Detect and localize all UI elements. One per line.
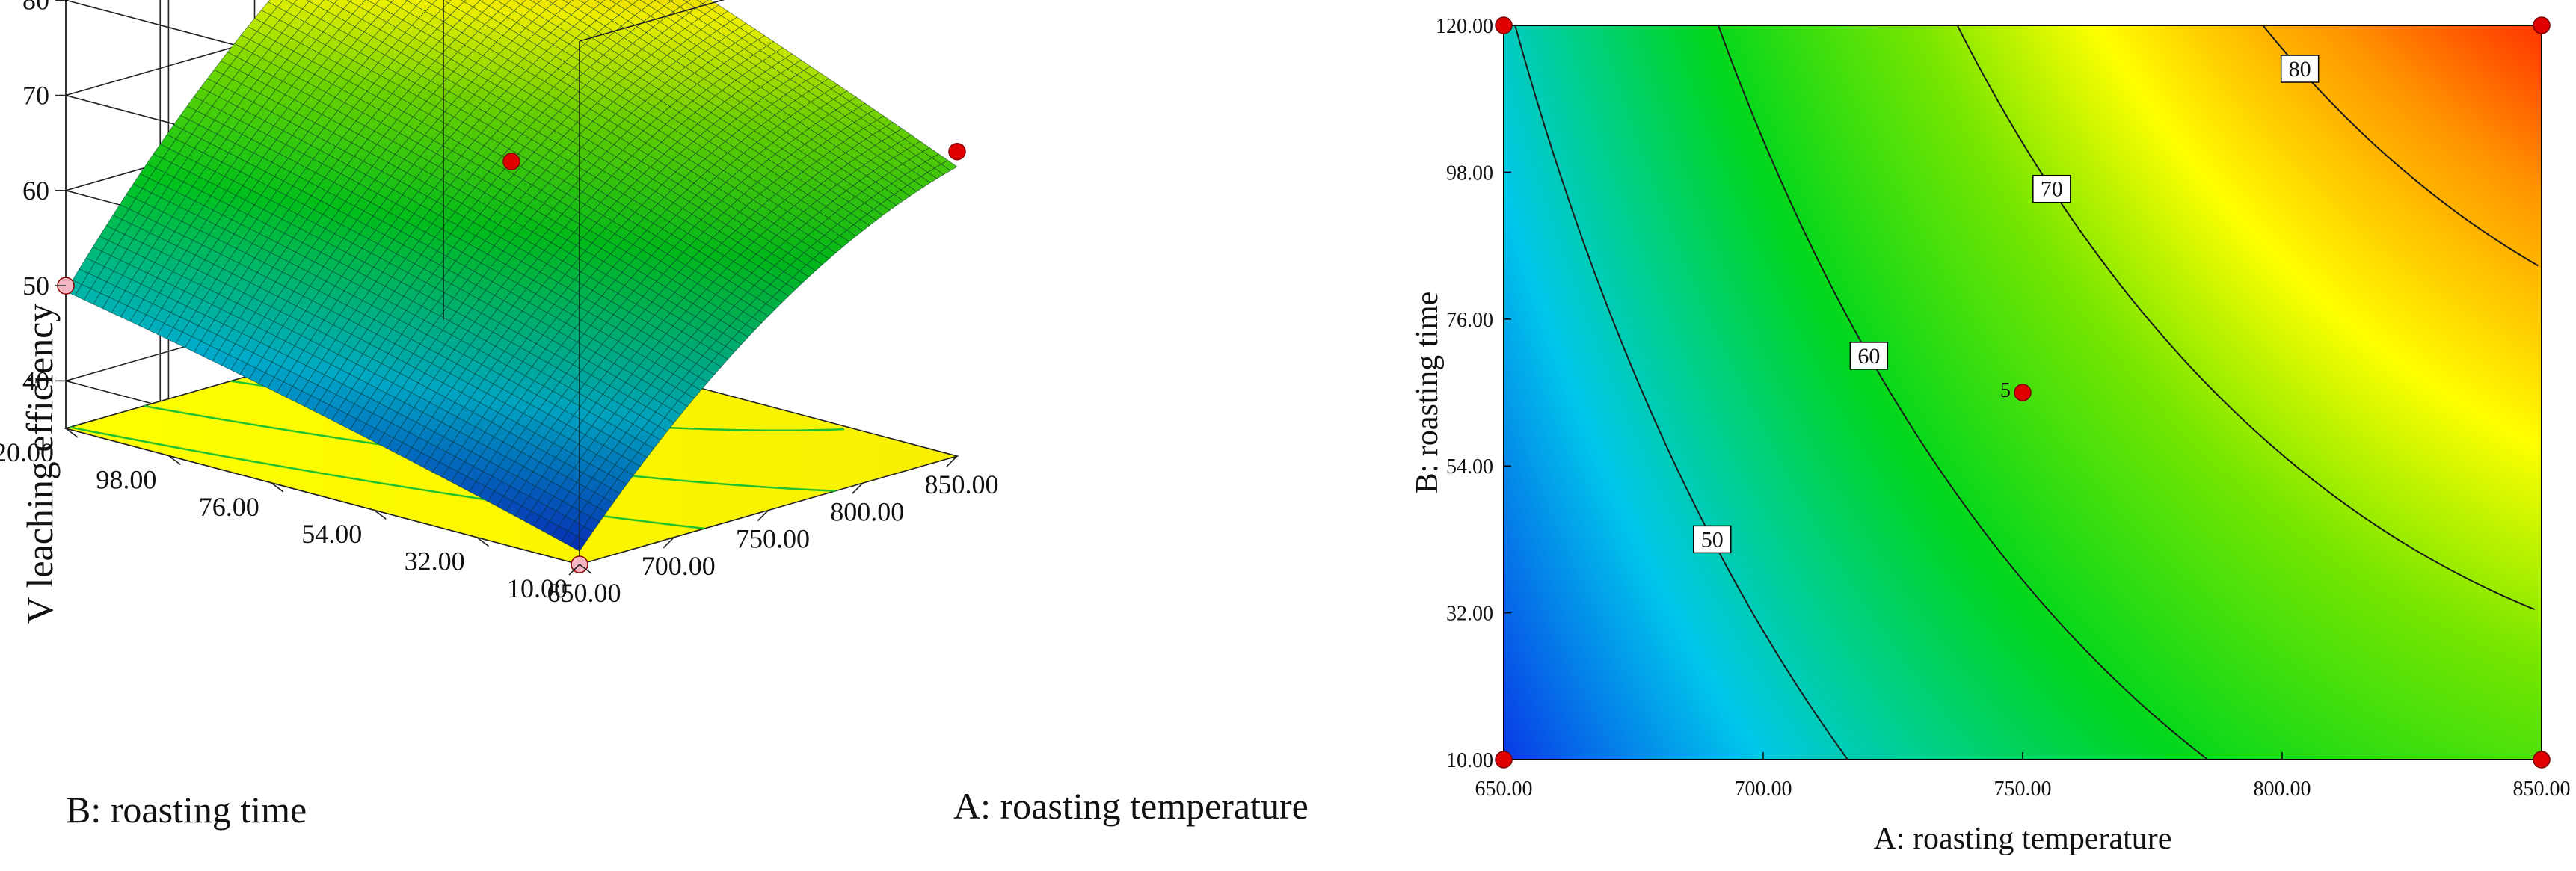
y-tick-label: 98.00 <box>1446 161 1493 185</box>
x-tick-label: 700.00 <box>642 551 716 581</box>
y-axis-label: B: roasting time <box>1410 292 1445 494</box>
x-tick-label: 800.00 <box>830 496 904 526</box>
x-tick-label: 700.00 <box>1735 778 1792 801</box>
z-tick-label: 80 <box>22 0 49 15</box>
y-tick-label: 76.00 <box>1446 309 1493 332</box>
x-tick-label: 850.00 <box>2513 778 2571 801</box>
z-tick-label: 70 <box>22 81 49 111</box>
x-axis-label: A: roasting temperature <box>1874 822 2172 856</box>
design-point <box>1496 751 1512 768</box>
contour-plot: 50 60 70 80 650.00 700.00 750.00 800.00 850.00 1… <box>1376 0 2576 867</box>
y-tick-label: 120.00 <box>1436 15 1493 38</box>
x-tick-label: 800.00 <box>2254 778 2311 801</box>
y-tick-label: 10.00 <box>1446 749 1493 772</box>
center-point-label: 5 <box>2000 379 2011 402</box>
x-tick-label: 850.00 <box>925 470 999 499</box>
x-tick-label: 650.00 <box>1475 778 1533 801</box>
contour-label: 50 <box>1701 527 1724 552</box>
y-tick-label: 54.00 <box>1446 455 1493 478</box>
center-point <box>2014 384 2031 401</box>
y-tick-label: 32.00 <box>1446 603 1493 626</box>
x-tick-label: 750.00 <box>736 524 810 554</box>
y-tick-label: 98.00 <box>96 464 156 494</box>
contour-plot-panel: 50 60 70 80 650.00 700.00 750.00 800.00 850.00 1… <box>1376 0 2576 867</box>
surface-plot: 405060708090650.00700.00750.00800.00850.… <box>0 0 1376 867</box>
design-point <box>949 144 965 160</box>
x-tick-label: 750.00 <box>1994 778 2052 801</box>
z-tick-label: 60 <box>22 176 49 206</box>
design-point <box>503 153 520 170</box>
design-point <box>2533 17 2550 34</box>
contour-label: 60 <box>1857 344 1880 369</box>
design-point <box>2533 751 2550 768</box>
y-tick-label: 76.00 <box>199 492 259 522</box>
design-point <box>1496 17 1512 34</box>
surface-plot-panel: 405060708090650.00700.00750.00800.00850.… <box>0 0 1376 867</box>
z-axis-label: V leaching efficiency <box>19 304 61 624</box>
contour-label: 80 <box>2289 57 2311 81</box>
y-tick-label: 32.00 <box>405 547 465 576</box>
y-tick-label: 10.00 <box>507 573 568 603</box>
y-axis-label: B: roasting time <box>66 789 307 831</box>
y-tick-label: 54.00 <box>301 519 362 549</box>
contour-label: 70 <box>2041 177 2063 202</box>
z-tick-label: 50 <box>22 271 49 301</box>
x-axis-label: A: roasting temperature <box>953 785 1309 827</box>
